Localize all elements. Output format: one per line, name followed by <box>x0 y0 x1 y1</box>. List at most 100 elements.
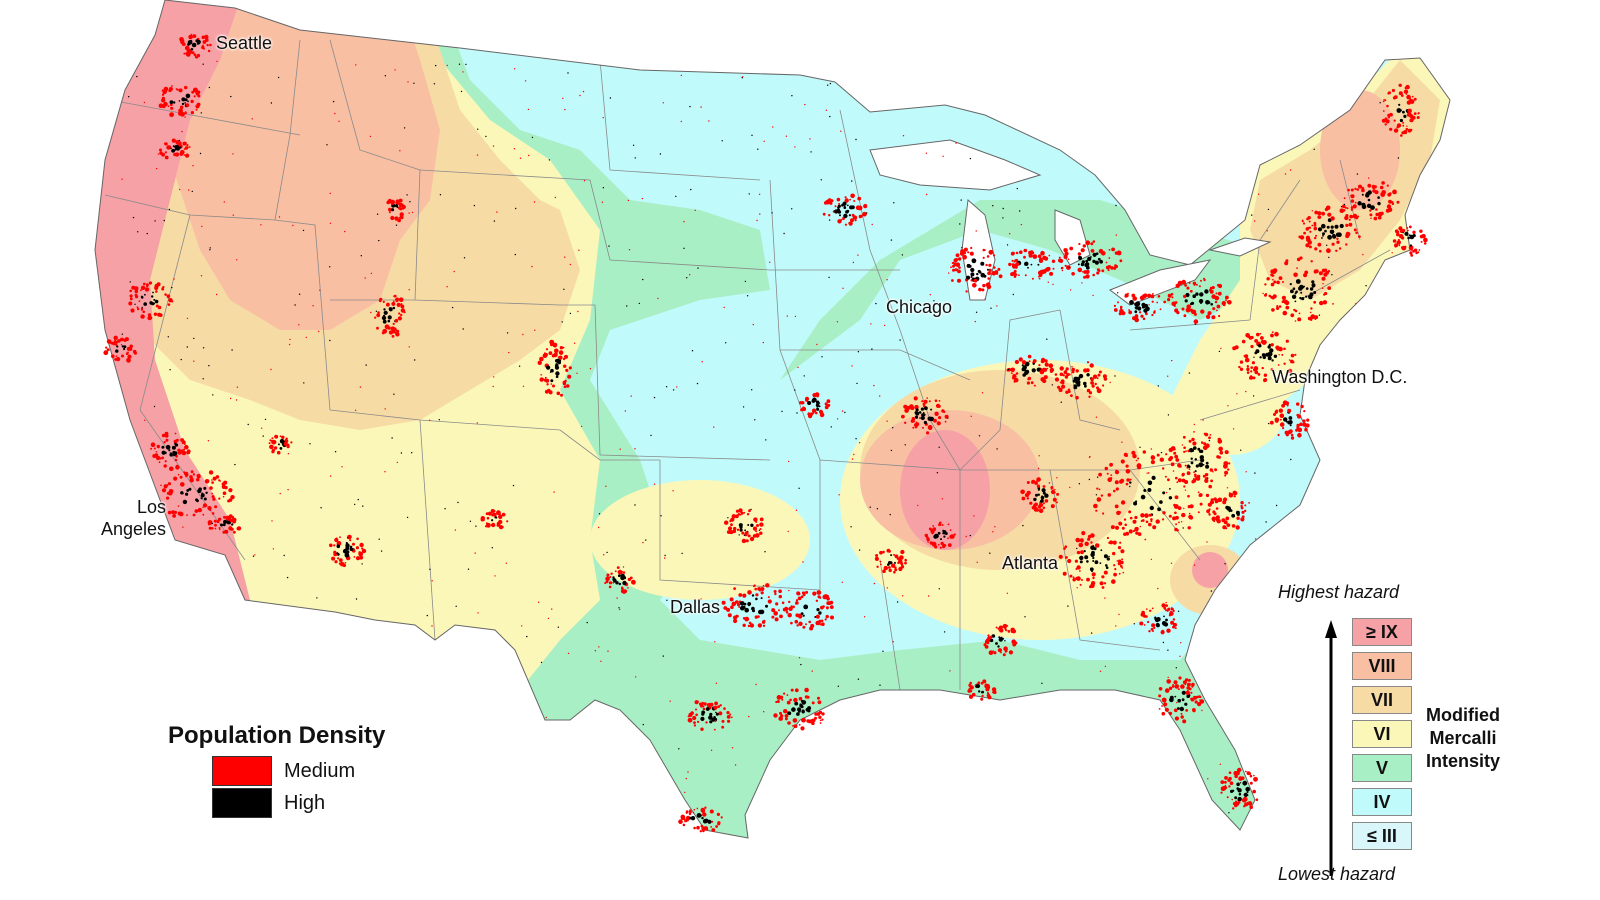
population-dot <box>544 352 548 357</box>
population-dot <box>1193 446 1197 450</box>
population-dot <box>214 505 218 509</box>
population-dot <box>1285 339 1289 343</box>
population-dot <box>173 101 176 104</box>
population-dot <box>1196 474 1201 479</box>
population-dot <box>978 287 982 292</box>
population-dot <box>1186 464 1190 468</box>
population-dot <box>154 220 156 222</box>
population-dot <box>396 302 401 307</box>
population-dot <box>942 155 944 157</box>
population-dot <box>178 100 181 102</box>
population-dot <box>778 609 780 612</box>
population-dot <box>1094 382 1097 386</box>
population-dot <box>976 272 979 276</box>
population-dot <box>387 315 392 320</box>
population-dot <box>318 330 320 333</box>
population-dot <box>783 692 786 695</box>
population-dot <box>1032 254 1038 259</box>
population-dot <box>1385 119 1390 124</box>
population-dot <box>1393 128 1399 133</box>
population-dot <box>166 496 170 500</box>
population-dot <box>1268 294 1272 298</box>
population-dot <box>1041 357 1046 362</box>
population-dot <box>178 139 180 142</box>
population-dot <box>1388 192 1392 196</box>
population-dot <box>1105 265 1110 270</box>
population-dot <box>733 526 737 531</box>
population-dot <box>222 523 226 527</box>
population-dot <box>1140 513 1145 518</box>
population-dot <box>349 539 352 542</box>
population-dot <box>1287 368 1293 374</box>
population-dot <box>1325 91 1328 93</box>
population-dot <box>952 261 955 264</box>
population-dot <box>344 562 347 564</box>
population-dot <box>1358 235 1361 239</box>
population-dot <box>1267 351 1273 357</box>
population-dot <box>824 405 829 410</box>
population-dot <box>200 112 202 114</box>
population-dot <box>1210 498 1214 502</box>
population-dot <box>1271 308 1275 312</box>
population-dot <box>1406 94 1411 100</box>
population-dot <box>882 550 885 554</box>
population-dot <box>1024 493 1030 498</box>
population-dot <box>153 312 158 316</box>
population-dot <box>1165 601 1167 604</box>
population-dot <box>1225 140 1227 142</box>
population-dot <box>161 456 165 460</box>
population-dot <box>167 303 171 306</box>
population-dot <box>534 329 536 331</box>
population-dot <box>477 128 479 130</box>
population-dot <box>163 142 167 145</box>
population-dot <box>621 573 624 576</box>
population-dot <box>664 554 666 557</box>
population-dot <box>1203 432 1207 436</box>
population-dot <box>136 306 139 309</box>
population-dot <box>1015 375 1017 378</box>
population-dot <box>219 528 221 531</box>
population-dot <box>207 49 211 53</box>
population-dot <box>184 102 186 104</box>
population-dot <box>1371 184 1376 189</box>
population-dot <box>1381 181 1385 185</box>
population-dot <box>1052 497 1057 502</box>
population-dot <box>598 646 600 648</box>
population-dot <box>1218 815 1221 817</box>
population-dot <box>1302 222 1306 225</box>
population-dot <box>1012 762 1014 764</box>
population-dot <box>765 583 770 588</box>
population-dot <box>1321 211 1325 216</box>
population-dot <box>1340 206 1343 208</box>
population-dot <box>1310 307 1313 310</box>
population-dot <box>774 617 779 622</box>
population-dot <box>395 199 400 204</box>
population-dot <box>400 303 403 306</box>
population-dot <box>697 720 700 724</box>
population-dot <box>344 552 350 558</box>
population-dot <box>182 526 184 528</box>
population-dot <box>1271 296 1275 300</box>
population-dot <box>789 698 792 702</box>
population-dot <box>1418 533 1421 535</box>
population-dot <box>721 725 725 729</box>
population-dot <box>391 437 393 439</box>
population-dot <box>394 69 396 71</box>
population-dot <box>129 289 132 293</box>
population-dot <box>213 519 217 523</box>
population-dot <box>136 75 138 78</box>
population-dot <box>519 157 522 159</box>
population-dot <box>952 268 955 272</box>
population-dot <box>742 406 745 408</box>
population-dot <box>760 591 764 595</box>
population-dot <box>787 613 792 618</box>
population-dot <box>1092 556 1095 560</box>
population-dot <box>513 68 516 70</box>
population-dot <box>393 300 395 303</box>
population-dot <box>1022 524 1024 527</box>
population-dot <box>1322 470 1324 472</box>
population-dot <box>879 760 881 762</box>
population-dot <box>183 471 186 474</box>
population-dot <box>1379 524 1382 527</box>
population-dot <box>134 449 136 451</box>
